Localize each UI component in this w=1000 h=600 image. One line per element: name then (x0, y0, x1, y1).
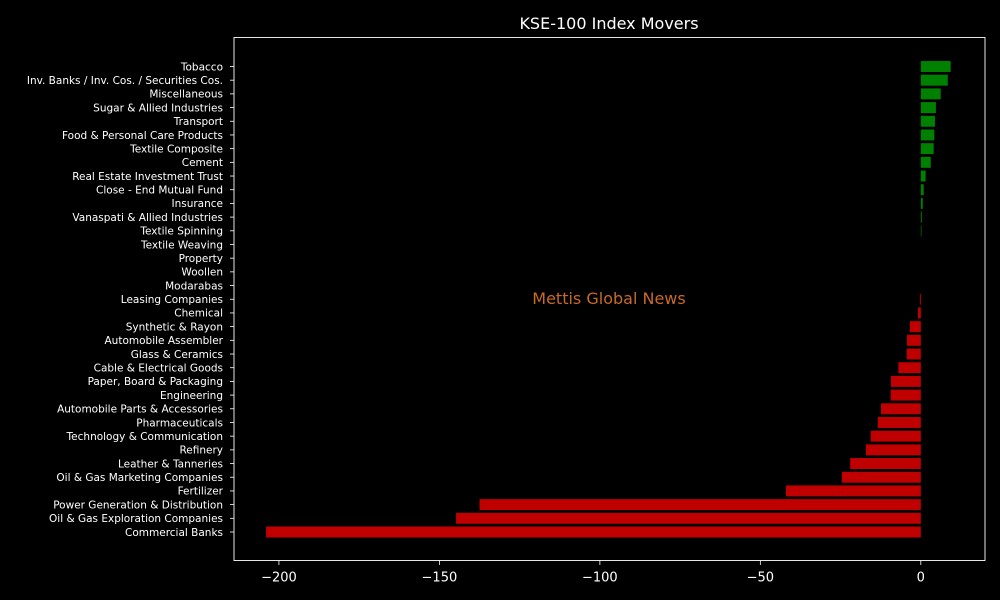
y-label-vanaspati-allied-industries: Vanaspati & Allied Industries (72, 212, 223, 224)
y-label-oil-gas-exploration-companies: Oil & Gas Exploration Companies (49, 513, 223, 525)
bar-power-generation-distribution (479, 499, 921, 511)
bar-automobile-parts-accessories (881, 403, 921, 415)
x-tick-label: 0 (917, 571, 925, 586)
y-label-woollen: Woollen (181, 267, 223, 279)
y-label-insurance: Insurance (171, 198, 223, 210)
y-label-cable-electrical-goods: Cable & Electrical Goods (94, 363, 223, 375)
bar-technology-communication (870, 430, 921, 442)
bar-insurance (920, 197, 923, 209)
bar-real-estate-investment-trust (920, 170, 926, 182)
y-label-textile-weaving: Textile Weaving (140, 239, 223, 251)
bar-food-personal-care-products (920, 129, 935, 141)
bar-glass-ceramics (906, 348, 921, 360)
y-label-transport: Transport (173, 116, 223, 128)
y-label-engineering: Engineering (160, 390, 223, 402)
y-label-close-end-mutual-fund: Close - End Mutual Fund (96, 185, 223, 197)
bar-chemical (917, 307, 921, 319)
bar-paper-board-packaging (890, 375, 921, 387)
watermark-text: Mettis Global News (532, 289, 685, 308)
y-label-inv-banks-inv-cos-securities-cos: Inv. Banks / Inv. Cos. / Securities Cos. (27, 75, 223, 87)
x-tick-label: −150 (422, 571, 458, 586)
bar-pharmaceuticals (877, 416, 921, 428)
bar-commercial-banks (266, 526, 921, 538)
bar-tobacco (920, 61, 951, 72)
bar-close-end-mutual-fund (920, 184, 924, 196)
bar-oil-gas-marketing-companies (841, 471, 921, 483)
y-label-refinery: Refinery (179, 445, 223, 457)
y-label-technology-communication: Technology & Communication (66, 431, 223, 443)
y-label-paper-board-packaging: Paper, Board & Packaging (88, 376, 223, 388)
bar-transport (920, 115, 935, 127)
y-label-textile-spinning: Textile Spinning (139, 226, 223, 238)
bars-group (266, 61, 951, 538)
x-tick-label: −100 (582, 571, 618, 586)
y-label-sugar-allied-industries: Sugar & Allied Industries (93, 102, 223, 114)
y-label-fertilizer: Fertilizer (178, 486, 224, 498)
chart-title: KSE-100 Index Movers (519, 14, 698, 33)
bar-refinery (865, 444, 921, 456)
x-tick-label: −200 (261, 571, 297, 586)
bar-textile-composite (920, 143, 934, 155)
y-label-oil-gas-marketing-companies: Oil & Gas Marketing Companies (56, 472, 223, 484)
bar-vanaspati-allied-industries (920, 211, 922, 223)
y-label-miscellaneous: Miscellaneous (149, 89, 223, 101)
bar-inv-banks-inv-cos-securities-cos (920, 74, 948, 86)
y-label-power-generation-distribution: Power Generation & Distribution (53, 499, 223, 511)
bar-oil-gas-exploration-companies (456, 512, 921, 524)
y-label-tobacco: Tobacco (180, 61, 223, 73)
y-label-property: Property (179, 253, 223, 265)
y-label-cement: Cement (182, 157, 223, 169)
bar-cement (920, 156, 931, 168)
bar-automobile-assembler (907, 334, 921, 346)
y-label-synthetic-rayon: Synthetic & Rayon (126, 321, 223, 333)
x-tick-label: −50 (747, 571, 774, 586)
y-label-leasing-companies: Leasing Companies (121, 294, 223, 306)
bar-cable-electrical-goods (898, 362, 921, 374)
category-labels-group: Tobacco Inv. Banks / Inv. Cos. / Securiti… (27, 61, 234, 539)
y-label-automobile-assembler: Automobile Assembler (105, 335, 224, 347)
x-ticks-group: −200 −150 −100 −50 0 (261, 560, 925, 586)
y-label-glass-ceramics: Glass & Ceramics (131, 349, 223, 361)
y-label-leather-tanneries: Leather & Tanneries (118, 458, 223, 470)
y-label-pharmaceuticals: Pharmaceuticals (136, 417, 223, 429)
y-label-real-estate-investment-trust: Real Estate Investment Trust (72, 171, 223, 183)
bar-fertilizer (786, 485, 921, 497)
y-label-commercial-banks: Commercial Banks (125, 527, 223, 539)
bar-leasing-companies (919, 293, 921, 305)
y-label-chemical: Chemical (174, 308, 223, 320)
bar-miscellaneous (920, 88, 941, 100)
y-label-modarabas: Modarabas (165, 280, 223, 292)
bar-textile-spinning (920, 225, 922, 237)
bar-sugar-allied-industries (920, 102, 936, 114)
y-label-automobile-parts-accessories: Automobile Parts & Accessories (57, 404, 223, 416)
bar-synthetic-rayon (909, 321, 921, 333)
bar-engineering (890, 389, 921, 401)
y-label-food-personal-care-products: Food & Personal Care Products (62, 130, 223, 142)
y-label-textile-composite: Textile Composite (129, 143, 223, 155)
bar-leather-tanneries (850, 458, 921, 470)
